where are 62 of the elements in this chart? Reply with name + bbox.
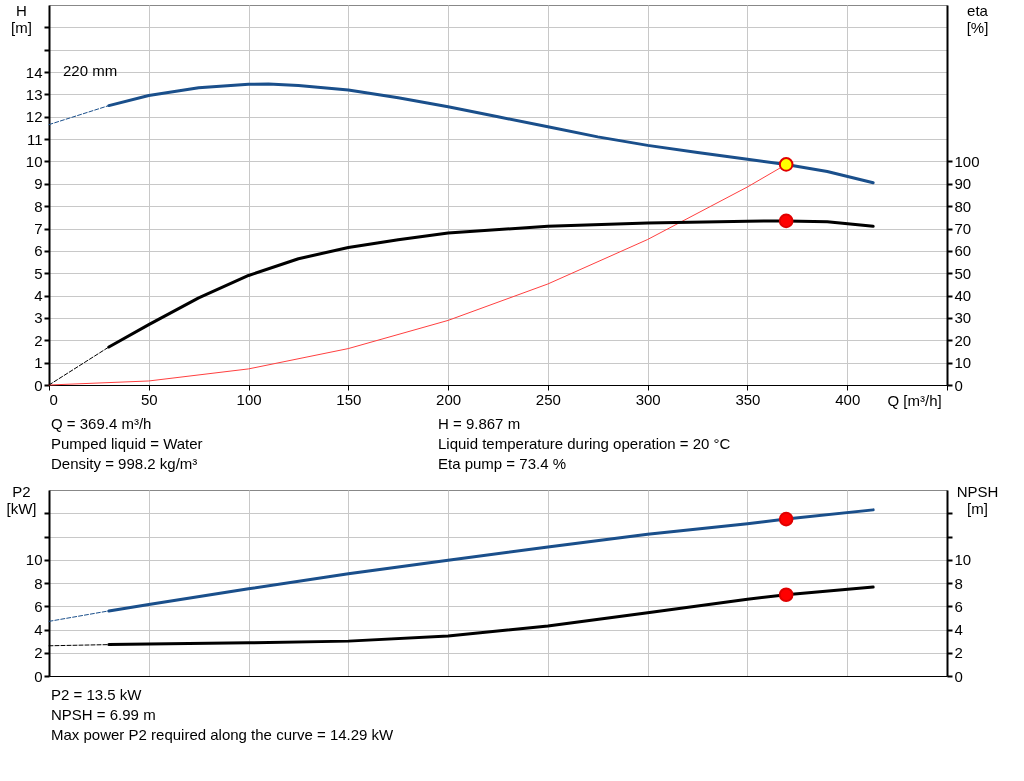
y2-tick-label: 8 <box>954 574 963 592</box>
y2-tick-label: 6 <box>954 597 963 615</box>
x-tick-label: 150 <box>336 390 362 408</box>
x-tick-label: 50 <box>140 390 158 408</box>
y-tick-label: 10 <box>25 152 43 170</box>
x-tick-label: 350 <box>735 390 761 408</box>
y-tick-label: 7 <box>34 220 43 238</box>
y2-tick-label: 10 <box>954 551 972 569</box>
y2-tick-label: 10 <box>954 354 972 372</box>
y2-tick-label: 0 <box>954 667 963 685</box>
y-tick-label: 11 <box>26 130 43 148</box>
x-tick-label: 300 <box>635 390 661 408</box>
x-tick-label: 400 <box>835 390 861 408</box>
y2-axis-title: NPSH [m] <box>956 482 999 517</box>
y-tick-label: 0 <box>34 667 43 685</box>
y-tick-label: 4 <box>34 621 43 638</box>
text: NPSH = 6.99 m <box>51 706 156 723</box>
y2-tick-label: 30 <box>954 309 972 327</box>
y2-tick-label: 50 <box>954 264 972 282</box>
y2-axis-title: eta [%] <box>966 1 989 36</box>
y-tick-label: 9 <box>34 175 43 193</box>
y-tick-label: 6 <box>34 242 43 260</box>
y2-tick-label: 0 <box>954 376 963 394</box>
y-tick-label: 1 <box>34 354 43 372</box>
y-axis-title: H [m] <box>11 1 32 36</box>
y2-tick-label: 20 <box>954 331 972 349</box>
y2-tick-label: 2 <box>954 644 963 662</box>
x-tick-label: 250 <box>535 390 561 408</box>
y2-tick-label: 90 <box>954 175 972 193</box>
y-axis-title: P2 [kW] <box>6 482 37 517</box>
y-tick-label: 2 <box>34 644 43 662</box>
y2-tick-label: 40 <box>954 287 972 305</box>
y2-tick-label: 60 <box>954 242 972 260</box>
y-tick-label: 2 <box>34 331 43 349</box>
text: Max power P2 required along the curve = 14.29 kW <box>51 726 395 743</box>
y-tick-label: 8 <box>34 574 43 592</box>
x-tick-label: 100 <box>236 390 262 408</box>
y-tick-label: 8 <box>34 197 43 215</box>
y-tick-label: 14 <box>25 63 43 81</box>
text: Eta pump = 73.4 % <box>438 455 566 472</box>
text: H = 9.867 m <box>438 415 521 432</box>
annotation: 220 mm <box>63 62 118 79</box>
y-tick-label: 12 <box>25 108 43 126</box>
x-axis-title: Q [m³/h] <box>887 391 942 409</box>
y-tick-label: 13 <box>25 85 43 103</box>
y-tick-label: 3 <box>34 309 43 327</box>
y-tick-label: 6 <box>34 597 43 615</box>
text: Liquid temperature during operation = 20 °C <box>438 435 731 452</box>
y-tick-label: 10 <box>25 551 43 569</box>
y2-tick-label: 80 <box>954 197 972 215</box>
y-tick-label: 5 <box>34 264 43 282</box>
text: Q = 369.4 m³/h <box>51 415 152 432</box>
y2-tick-label: 4 <box>954 621 963 638</box>
y-tick-label: 0 <box>34 376 43 394</box>
x-tick-label: 0 <box>49 390 58 408</box>
y2-tick-label: 70 <box>954 220 972 238</box>
y-tick-label: 4 <box>34 287 43 305</box>
text: Density = 998.2 kg/m³ <box>51 455 198 472</box>
x-tick-label: 200 <box>436 390 462 408</box>
text: P2 = 13.5 kW <box>51 686 143 703</box>
y2-tick-label: 100 <box>954 152 980 170</box>
text: Pumped liquid = Water <box>51 435 203 452</box>
